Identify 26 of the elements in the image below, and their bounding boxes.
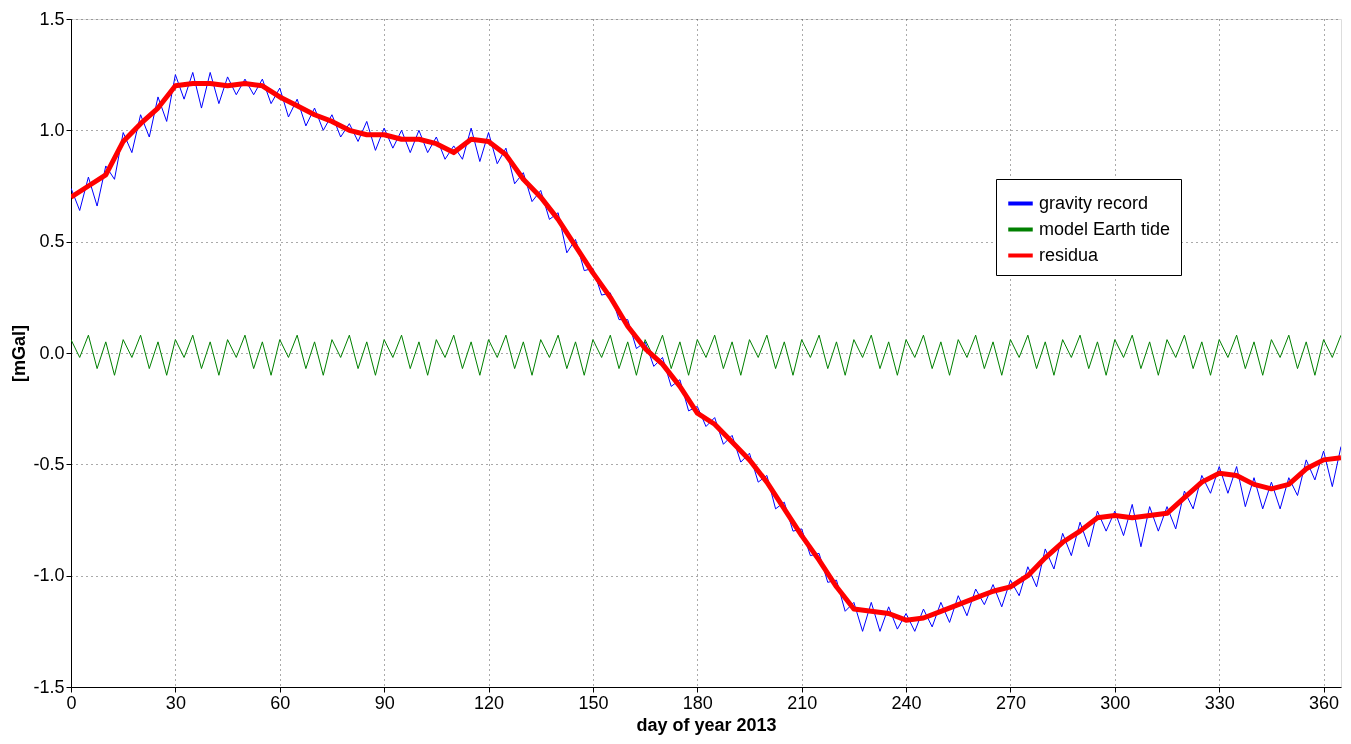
y-axis-title: [mGal]: [9, 324, 30, 383]
y-tick-label: 1.5: [39, 8, 65, 29]
x-tick-label: 330: [1204, 692, 1235, 713]
y-tick-label: -1.0: [33, 565, 65, 586]
x-tick-label: 60: [270, 692, 291, 713]
x-tick-label: 90: [374, 692, 395, 713]
y-tick-label: 1.0: [39, 119, 65, 140]
x-tick-label: 120: [474, 692, 505, 713]
y-tick-label: -1.5: [33, 676, 65, 697]
x-tick-label: 150: [578, 692, 609, 713]
legend-label: residua: [1039, 244, 1100, 265]
y-tick-label: -0.5: [33, 453, 65, 474]
x-tick-label: 240: [891, 692, 922, 713]
legend-label: model Earth tide: [1039, 218, 1171, 239]
x-tick-label: 270: [995, 692, 1026, 713]
x-tick-label: 0: [66, 692, 77, 713]
x-tick-label: 180: [682, 692, 713, 713]
x-tick-label: 360: [1309, 692, 1340, 713]
y-tick-label: 0.0: [39, 342, 65, 363]
legend-label: gravity record: [1039, 192, 1149, 213]
y-tick-label: 0.5: [39, 231, 65, 252]
x-axis-title: day of year 2013: [636, 714, 777, 735]
x-tick-label: 30: [165, 692, 186, 713]
x-tick-label: 300: [1100, 692, 1131, 713]
line-series: [71, 334, 1341, 376]
x-tick-label: 210: [787, 692, 818, 713]
